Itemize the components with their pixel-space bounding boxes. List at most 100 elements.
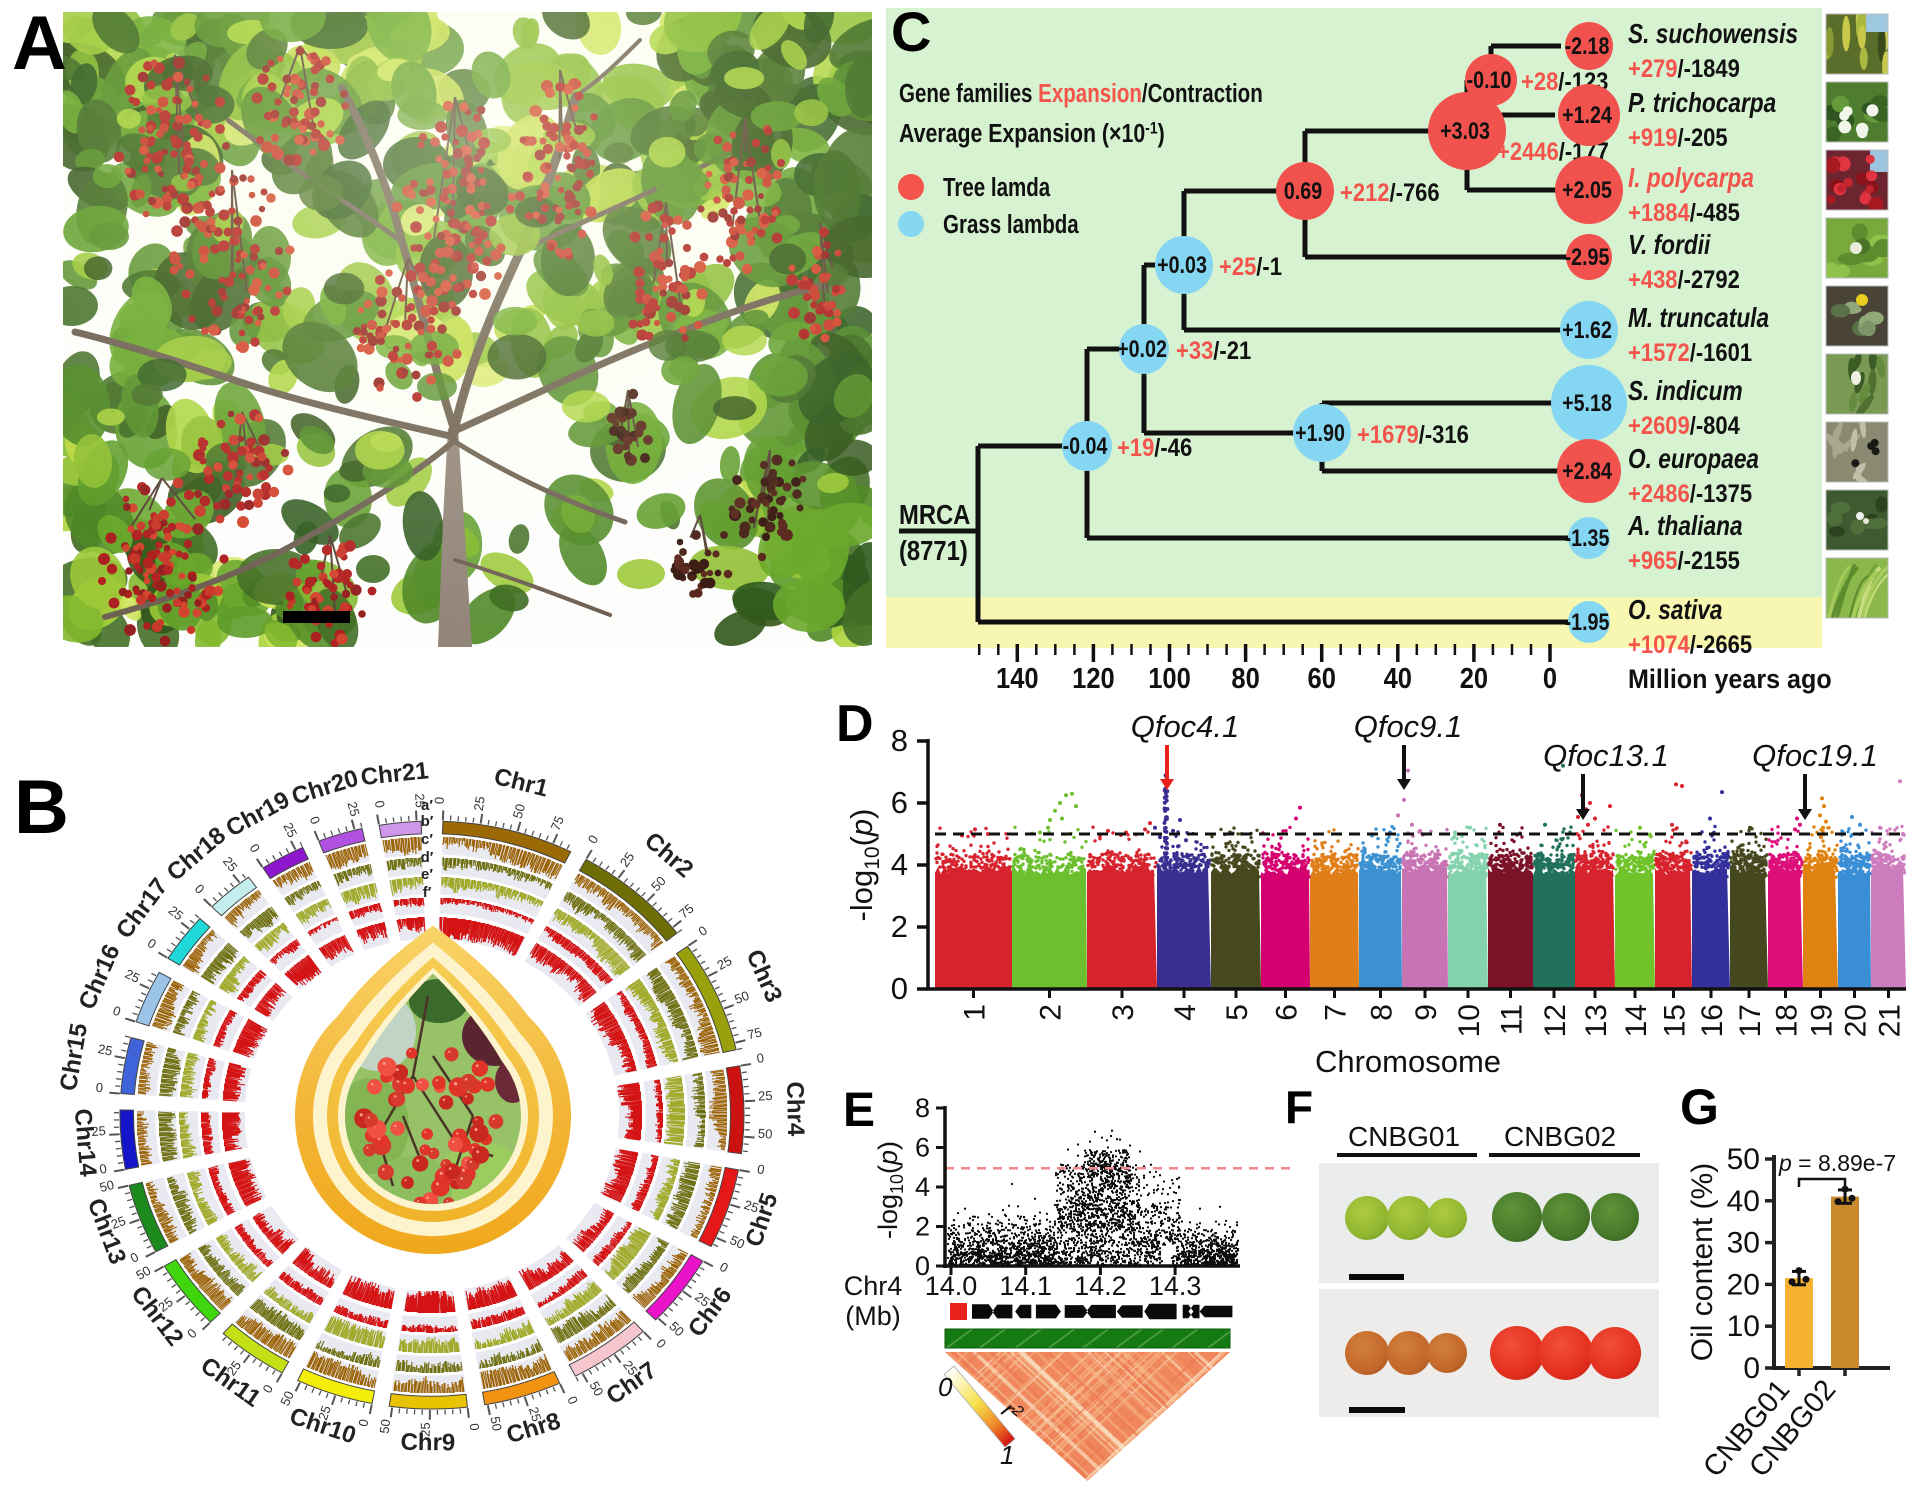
svg-text:25: 25: [742, 1197, 760, 1216]
svg-text:(8771): (8771): [899, 534, 968, 566]
svg-text:50: 50: [510, 802, 528, 820]
svg-text:P. trichocarpa: P. trichocarpa: [1628, 88, 1776, 119]
svg-text:0: 0: [95, 1080, 103, 1095]
svg-text:25: 25: [692, 1289, 713, 1310]
svg-text:3: 3: [1107, 1004, 1140, 1021]
svg-text:+1884/-485: +1884/-485: [1628, 199, 1740, 227]
svg-text:50: 50: [757, 1126, 773, 1142]
svg-text:11: 11: [1496, 1004, 1529, 1035]
svg-text:25: 25: [280, 820, 300, 840]
svg-text:-log10(p): -log10(p): [873, 1141, 907, 1239]
svg-text:75: 75: [548, 814, 567, 833]
svg-text:50: 50: [728, 1232, 747, 1252]
svg-text:14.3: 14.3: [1149, 1271, 1202, 1301]
svg-text:D: D: [836, 695, 874, 753]
svg-text:Chr9: Chr9: [400, 1429, 455, 1457]
svg-text:Tree lamda: Tree lamda: [943, 173, 1051, 202]
svg-text:-log10(p): -log10(p): [844, 809, 884, 922]
svg-text:+19/-46: +19/-46: [1117, 434, 1192, 462]
svg-text:Chr19: Chr19: [222, 786, 295, 842]
svg-text:25: 25: [471, 795, 488, 812]
svg-text:15: 15: [1659, 1004, 1692, 1037]
svg-text:0: 0: [145, 935, 159, 952]
svg-text:0: 0: [307, 814, 324, 826]
svg-text:19: 19: [1806, 1004, 1839, 1037]
svg-text:+1.90: +1.90: [1295, 419, 1345, 446]
svg-text:7: 7: [1320, 1004, 1353, 1021]
svg-text:F: F: [1285, 1081, 1313, 1133]
svg-text:Oil content (%): Oil content (%): [1686, 1163, 1719, 1361]
svg-text:8: 8: [891, 723, 908, 758]
svg-text:+0.02: +0.02: [1117, 335, 1167, 362]
svg-text:18: 18: [1771, 1004, 1804, 1037]
svg-text:50: 50: [666, 1318, 687, 1339]
svg-text:0: 0: [355, 1418, 371, 1428]
svg-text:0: 0: [717, 1259, 731, 1276]
svg-text:50: 50: [277, 1389, 297, 1408]
svg-text:25: 25: [224, 1358, 245, 1378]
svg-text:120: 120: [1072, 661, 1115, 694]
svg-text:-2.18: -2.18: [1565, 32, 1610, 59]
svg-text:0: 0: [98, 1161, 108, 1177]
svg-text:20: 20: [1727, 1268, 1760, 1301]
svg-text:Qfoc4.1: Qfoc4.1: [1131, 709, 1240, 744]
svg-text:Chr17: Chr17: [111, 873, 174, 944]
svg-text:20: 20: [1460, 661, 1488, 694]
svg-text:30: 30: [1727, 1227, 1760, 1260]
svg-text:+1074/-2665: +1074/-2665: [1628, 631, 1752, 659]
svg-text:0: 0: [1743, 1352, 1760, 1385]
svg-text:Qfoc13.1: Qfoc13.1: [1543, 738, 1669, 773]
svg-text:25: 25: [620, 1358, 641, 1379]
svg-text:0: 0: [756, 1161, 766, 1177]
svg-text:+965/-2155: +965/-2155: [1628, 547, 1740, 575]
svg-text:1: 1: [959, 1004, 992, 1021]
svg-text:2: 2: [891, 909, 908, 944]
svg-text:25: 25: [109, 1213, 128, 1232]
svg-text:Chr2: Chr2: [639, 827, 698, 883]
svg-text:Chr1: Chr1: [491, 763, 551, 803]
svg-text:14: 14: [1620, 1004, 1653, 1037]
svg-text:20: 20: [1840, 1004, 1873, 1037]
svg-text:75: 75: [676, 901, 697, 922]
svg-text:0.69: 0.69: [1284, 177, 1322, 204]
svg-text:25: 25: [315, 1404, 334, 1422]
svg-text:+212/-766: +212/-766: [1340, 179, 1440, 207]
svg-text:0: 0: [247, 841, 264, 855]
svg-text:+1679/-316: +1679/-316: [1357, 421, 1469, 449]
svg-text:S. suchowensis: S. suchowensis: [1628, 19, 1798, 50]
svg-text:A. thaliana: A. thaliana: [1627, 511, 1743, 542]
svg-text:0: 0: [192, 881, 208, 897]
svg-text:40: 40: [1727, 1185, 1760, 1218]
svg-text:+1.62: +1.62: [1562, 316, 1612, 343]
svg-text:Chr15: Chr15: [55, 1021, 93, 1093]
svg-text:6: 6: [915, 1133, 930, 1163]
svg-text:75: 75: [746, 1024, 764, 1042]
svg-text:8: 8: [915, 1093, 930, 1123]
svg-text:b′: b′: [421, 813, 434, 830]
svg-text:5: 5: [1221, 1004, 1254, 1021]
svg-text:25: 25: [714, 953, 734, 973]
svg-text:CNBG01: CNBG01: [1348, 1121, 1460, 1152]
svg-text:-0.10: -0.10: [1467, 66, 1512, 93]
svg-text:50: 50: [586, 1379, 606, 1399]
svg-text:+5.18: +5.18: [1562, 389, 1612, 416]
svg-text:-1.95: -1.95: [1565, 608, 1610, 635]
svg-text:0: 0: [653, 1336, 669, 1351]
svg-text:-0.04: -0.04: [1063, 432, 1109, 459]
svg-text:E: E: [843, 1084, 875, 1137]
svg-text:I. polycarpa: I. polycarpa: [1628, 163, 1754, 194]
svg-text:+2.84: +2.84: [1562, 457, 1612, 484]
svg-text:-2.95: -2.95: [1565, 243, 1610, 270]
svg-text:8: 8: [1366, 1004, 1399, 1021]
svg-text:M. truncatula: M. truncatula: [1628, 303, 1769, 334]
svg-text:60: 60: [1308, 661, 1336, 694]
svg-text:Gene families Expansion/Contra: Gene families Expansion/Contraction: [899, 79, 1263, 108]
svg-text:21: 21: [1874, 1004, 1906, 1037]
svg-text:-1.35: -1.35: [1565, 524, 1610, 551]
svg-text:a′: a′: [421, 797, 433, 814]
svg-text:Chr4: Chr4: [844, 1271, 903, 1301]
svg-text:25: 25: [166, 903, 187, 924]
svg-text:O. europaea: O. europaea: [1628, 444, 1759, 475]
svg-text:CNBG02: CNBG02: [1504, 1121, 1616, 1152]
svg-text:2: 2: [1035, 1004, 1068, 1021]
